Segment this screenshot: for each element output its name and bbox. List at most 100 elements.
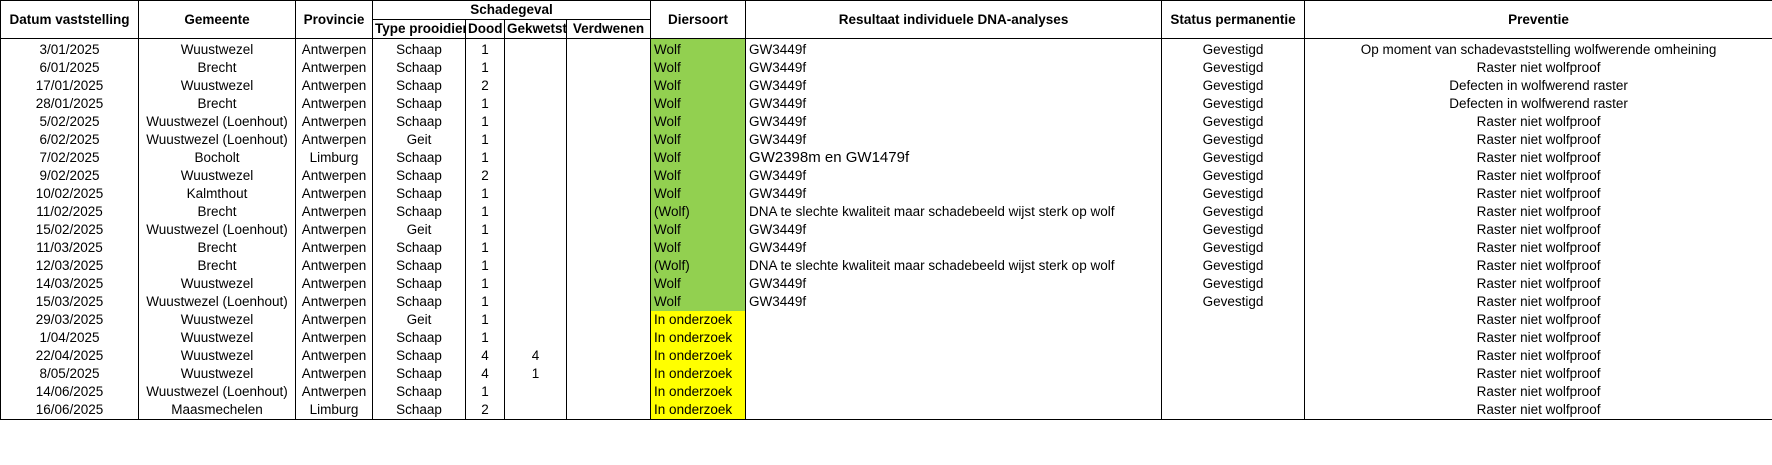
cell-dood: 2	[465, 167, 505, 185]
cell-dna: GW3449f	[745, 221, 1163, 239]
cell-gekwetst	[504, 329, 567, 347]
header-status: Status permanentie	[1161, 0, 1306, 39]
header-row-sub: Type prooidier Dood Gekwetst Verdwenen	[1, 19, 1772, 39]
cell-verdwenen	[565, 95, 652, 113]
cell-provincie: Antwerpen	[295, 365, 373, 383]
table-row: 22/04/2025 Wuustwezel Antwerpen Schaap 4 4 In …	[0, 347, 1772, 365]
table-row: 6/01/2025 Brecht Antwerpen Schaap 1 Wolf GW344…	[0, 59, 1772, 77]
cell-verdwenen	[565, 149, 652, 167]
cell-status: Gevestigd	[1161, 275, 1306, 293]
cell-dood: 1	[465, 275, 505, 293]
table-row: 8/05/2025 Wuustwezel Antwerpen Schaap 4 1 In o…	[0, 365, 1772, 383]
cell-preventie: Raster niet wolfproof	[1304, 383, 1772, 401]
cell-gemeente: Wuustwezel (Loenhout)	[138, 383, 296, 401]
cell-diersoort: Wolf	[650, 95, 747, 113]
cell-provincie: Antwerpen	[295, 329, 373, 347]
cell-dna: GW3449f	[745, 293, 1163, 311]
header-preventie: Preventie	[1304, 0, 1772, 39]
cell-dna	[745, 311, 1163, 329]
cell-gemeente: Maasmechelen	[138, 401, 296, 420]
cell-type: Geit	[372, 311, 466, 329]
cell-diersoort: Wolf	[650, 239, 747, 257]
cell-dna: GW3449f	[745, 167, 1163, 185]
cell-diersoort: Wolf	[650, 185, 747, 203]
cell-gekwetst: 1	[504, 365, 567, 383]
cell-provincie: Antwerpen	[295, 221, 373, 239]
cell-preventie: Raster niet wolfproof	[1304, 293, 1772, 311]
cell-type: Schaap	[372, 77, 466, 95]
cell-status: Gevestigd	[1161, 203, 1306, 221]
cell-dood: 1	[465, 38, 505, 59]
cell-status: Gevestigd	[1161, 113, 1306, 131]
cell-datum: 7/02/2025	[0, 149, 139, 167]
cell-type: Geit	[372, 131, 466, 149]
cell-type: Schaap	[372, 59, 466, 77]
cell-gemeente: Brecht	[138, 239, 296, 257]
table-row: 3/01/2025 Wuustwezel Antwerpen Schaap 1 Wolf G…	[0, 38, 1772, 59]
cell-verdwenen	[565, 167, 652, 185]
table-row: 11/02/2025 Brecht Antwerpen Schaap 1 (Wolf) DN…	[0, 203, 1772, 221]
cell-gekwetst	[504, 383, 567, 401]
cell-diersoort: Wolf	[650, 77, 747, 95]
cell-gekwetst	[504, 113, 567, 131]
cell-verdwenen	[565, 311, 652, 329]
cell-gemeente: Wuustwezel	[138, 347, 296, 365]
table-row: 29/03/2025 Wuustwezel Antwerpen Geit 1 In ond…	[0, 311, 1772, 329]
table-row: 5/02/2025 Wuustwezel (Loenhout) Antwerpen S…	[0, 113, 1772, 131]
cell-dna: GW3449f	[745, 185, 1163, 203]
cell-gekwetst	[504, 221, 567, 239]
cell-dna: GW3449f	[745, 38, 1163, 59]
cell-preventie: Raster niet wolfproof	[1304, 311, 1772, 329]
cell-preventie: Raster niet wolfproof	[1304, 113, 1772, 131]
cell-gekwetst	[504, 257, 567, 275]
cell-diersoort: Wolf	[650, 275, 747, 293]
cell-gemeente: Bocholt	[138, 149, 296, 167]
table-row: 9/02/2025 Wuustwezel Antwerpen Schaap 2 Wolf G…	[0, 167, 1772, 185]
cell-gemeente: Wuustwezel	[138, 167, 296, 185]
table-row: 12/03/2025 Brecht Antwerpen Schaap 1 (Wolf) DN…	[0, 257, 1772, 275]
cell-type: Schaap	[372, 401, 466, 420]
cell-verdwenen	[565, 365, 652, 383]
cell-gekwetst	[504, 185, 567, 203]
cell-datum: 17/01/2025	[0, 77, 139, 95]
header-gekwetst: Gekwetst	[504, 19, 567, 39]
table-row: 10/02/2025 Kalmthout Antwerpen Schaap 1 Wolf G…	[0, 185, 1772, 203]
cell-preventie: Defecten in wolfwerend raster	[1304, 77, 1772, 95]
cell-type: Schaap	[372, 167, 466, 185]
cell-gekwetst	[504, 311, 567, 329]
cell-datum: 8/05/2025	[0, 365, 139, 383]
cell-dood: 1	[465, 311, 505, 329]
cell-status	[1161, 401, 1306, 420]
table-row: 15/03/2025 Wuustwezel (Loenhout) Antwerpen…	[0, 293, 1772, 311]
cell-datum: 6/02/2025	[0, 131, 139, 149]
header-dna: Resultaat individuele DNA-analyses	[745, 0, 1163, 39]
cell-type: Schaap	[372, 149, 466, 167]
cell-provincie: Antwerpen	[295, 239, 373, 257]
cell-verdwenen	[565, 293, 652, 311]
cell-datum: 22/04/2025	[0, 347, 139, 365]
cell-datum: 9/02/2025	[0, 167, 139, 185]
cell-status: Gevestigd	[1161, 59, 1306, 77]
cell-datum: 3/01/2025	[0, 38, 139, 59]
cell-provincie: Antwerpen	[295, 77, 373, 95]
cell-provincie: Limburg	[295, 149, 373, 167]
cell-provincie: Antwerpen	[295, 257, 373, 275]
cell-datum: 12/03/2025	[0, 257, 139, 275]
header-provincie: Provincie	[295, 0, 373, 39]
cell-verdwenen	[565, 38, 652, 59]
cell-status: Gevestigd	[1161, 257, 1306, 275]
cell-gekwetst	[504, 401, 567, 420]
cell-preventie: Raster niet wolfproof	[1304, 347, 1772, 365]
cell-gekwetst	[504, 293, 567, 311]
cell-status: Gevestigd	[1161, 38, 1306, 59]
cell-dood: 1	[465, 221, 505, 239]
cell-preventie: Defecten in wolfwerend raster	[1304, 95, 1772, 113]
table-row: 7/02/2025 Bocholt Limburg Schaap 1 Wolf GW2398…	[0, 149, 1772, 167]
cell-type: Schaap	[372, 257, 466, 275]
cell-preventie: Raster niet wolfproof	[1304, 59, 1772, 77]
cell-status: Gevestigd	[1161, 221, 1306, 239]
damage-cases-table: Datum vaststelling Gemeente Provincie Sc…	[0, 0, 1772, 420]
cell-dna	[745, 365, 1163, 383]
cell-diersoort: Wolf	[650, 38, 747, 59]
cell-gemeente: Brecht	[138, 257, 296, 275]
